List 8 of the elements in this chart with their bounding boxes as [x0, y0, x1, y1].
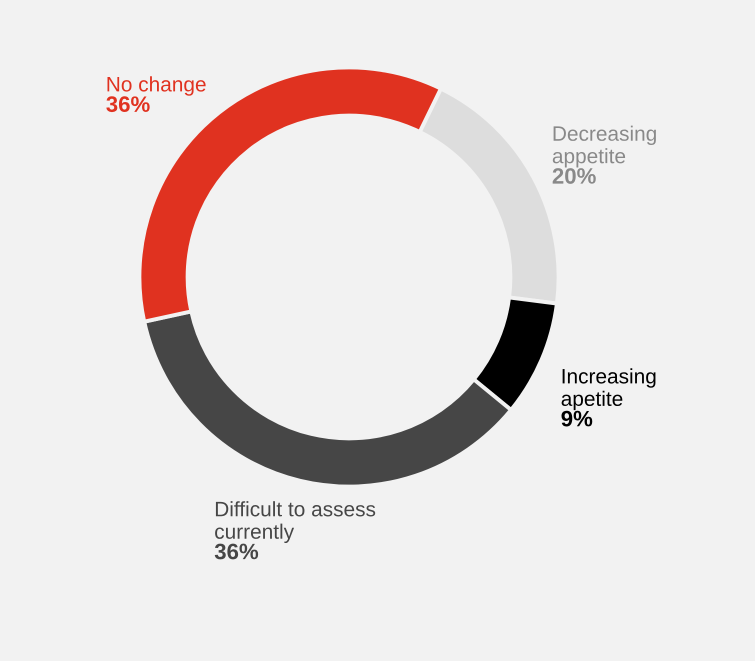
- data-label: 9%: [561, 410, 592, 426]
- slice-label: Increasing apetite: [562, 368, 656, 410]
- slice-label: Decreasing appetite: [552, 126, 656, 168]
- data-label: 36%: [214, 544, 258, 560]
- slice-label: No change: [108, 76, 206, 96]
- slice-label: Difficult to assess currently: [215, 501, 376, 544]
- data-label: 20%: [552, 168, 596, 184]
- data-label: 36%: [106, 96, 150, 112]
